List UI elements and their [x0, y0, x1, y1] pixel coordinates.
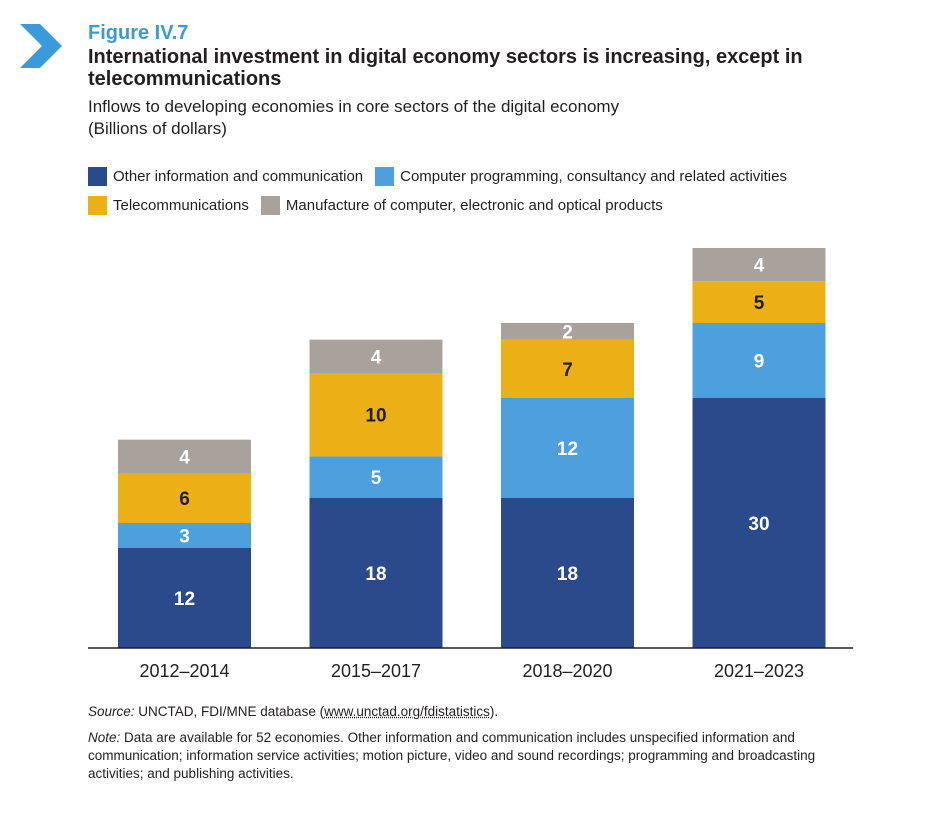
footnote: Note: Data are available for 52 economie…	[88, 729, 848, 783]
bar-segment	[692, 281, 826, 323]
legend-label: Telecommunications	[113, 197, 249, 214]
note-text: Data are available for 52 economies. Oth…	[88, 730, 816, 781]
legend-label: Computer programming, consultancy and re…	[400, 168, 787, 185]
chart-legend: Other information and communication Comp…	[88, 166, 908, 224]
bar-segment	[309, 373, 443, 457]
subtitle-line-1: Inflows to developing economies in core …	[88, 97, 620, 116]
source-link[interactable]: www.unctad.org/fdistatistics	[324, 704, 490, 719]
bar-segment	[692, 248, 826, 282]
bar-segment	[118, 548, 251, 648]
bar-segment	[501, 323, 634, 340]
legend-row-1: Other information and communication Comp…	[88, 166, 908, 187]
data-label: 10	[365, 406, 386, 427]
legend-swatch	[88, 167, 107, 186]
data-label: 9	[754, 352, 765, 373]
legend-swatch	[88, 196, 107, 215]
legend-item-computer-programming: Computer programming, consultancy and re…	[375, 167, 787, 186]
bar-segment	[118, 523, 251, 548]
bar-segment	[692, 323, 826, 398]
chart-subtitle: Inflows to developing economies in core …	[88, 96, 619, 140]
bar-segment	[309, 456, 443, 498]
figure-label: Figure IV.7	[88, 22, 189, 44]
source-text: UNCTAD, FDI/MNE database (	[134, 704, 325, 719]
x-tick-label: 2021–2023	[714, 661, 804, 681]
data-label: 12	[557, 439, 578, 460]
legend-item-other-info: Other information and communication	[88, 167, 363, 186]
legend-label: Manufacture of computer, electronic and …	[285, 197, 663, 214]
x-tick-label: 2012–2014	[139, 661, 229, 681]
subtitle-line-2: (Billions of dollars)	[88, 119, 227, 138]
bar-segment	[501, 398, 634, 498]
stacked-bar-chart: 12 3 6 4 2012–2014 18 5 10 4 2015–2017 18 12 7 2 2018–…	[88, 248, 853, 681]
x-tick-label: 2018–2020	[522, 661, 612, 681]
source-note: Source: UNCTAD, FDI/MNE database (www.un…	[88, 704, 498, 719]
data-label: 2	[562, 322, 573, 343]
legend-swatch	[375, 167, 395, 186]
bar-segment	[501, 498, 634, 648]
data-label: 18	[557, 564, 578, 585]
data-label: 3	[179, 527, 190, 548]
data-label: 4	[179, 447, 190, 468]
bar-segment	[501, 339, 634, 398]
bar-segment	[309, 498, 443, 648]
data-label: 12	[174, 589, 195, 610]
source-prefix: Source:	[88, 704, 135, 719]
legend-label: Other information and communication	[113, 168, 364, 185]
note-prefix: Note:	[88, 730, 121, 745]
data-label: 30	[748, 514, 769, 535]
bar-segment	[118, 473, 251, 523]
data-label: 7	[562, 360, 573, 381]
legend-item-manufacture: Manufacture of computer, electronic and …	[260, 196, 663, 215]
data-label: 6	[179, 489, 190, 510]
data-label: 5	[371, 468, 382, 489]
data-label: 18	[365, 564, 386, 585]
legend-item-telecommunications: Telecommunications	[88, 196, 249, 215]
data-label: 4	[371, 347, 382, 368]
data-label: 4	[754, 256, 765, 277]
bar-segment	[118, 439, 251, 473]
legend-swatch	[260, 196, 280, 215]
chart-title: International investment in digital econ…	[88, 46, 803, 90]
legend-row-2: Telecommunications Manufacture of comput…	[88, 195, 908, 216]
bar-segment	[692, 398, 826, 648]
data-label: 5	[754, 293, 765, 314]
bar-segment	[309, 339, 443, 373]
source-suffix: ).	[489, 704, 499, 719]
chevron-right-icon	[20, 24, 62, 68]
x-tick-label: 2015–2017	[331, 661, 421, 681]
